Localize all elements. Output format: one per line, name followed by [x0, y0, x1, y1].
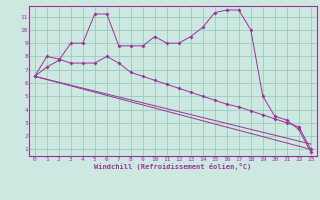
X-axis label: Windchill (Refroidissement éolien,°C): Windchill (Refroidissement éolien,°C) — [94, 163, 252, 170]
